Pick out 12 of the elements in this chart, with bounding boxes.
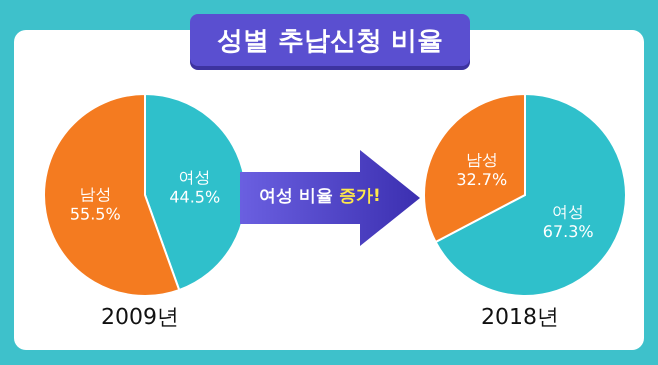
slice-label: 여성 xyxy=(178,167,211,186)
text: 성별 추납신청 비율 xyxy=(190,14,470,66)
text: 2018년 xyxy=(480,304,560,332)
data-label: 67.3% xyxy=(542,222,594,242)
slice-label: 남성 xyxy=(466,150,498,169)
data-label: 55.5% xyxy=(70,204,121,224)
data-label: 32.7% xyxy=(456,170,508,189)
data-label: 44.5% xyxy=(169,187,220,206)
slice-label: 남성 xyxy=(79,184,112,204)
text: 여성 비율 증가! xyxy=(259,186,381,206)
text: 2009년 xyxy=(100,304,180,332)
slice-label: 여성 xyxy=(552,202,584,222)
